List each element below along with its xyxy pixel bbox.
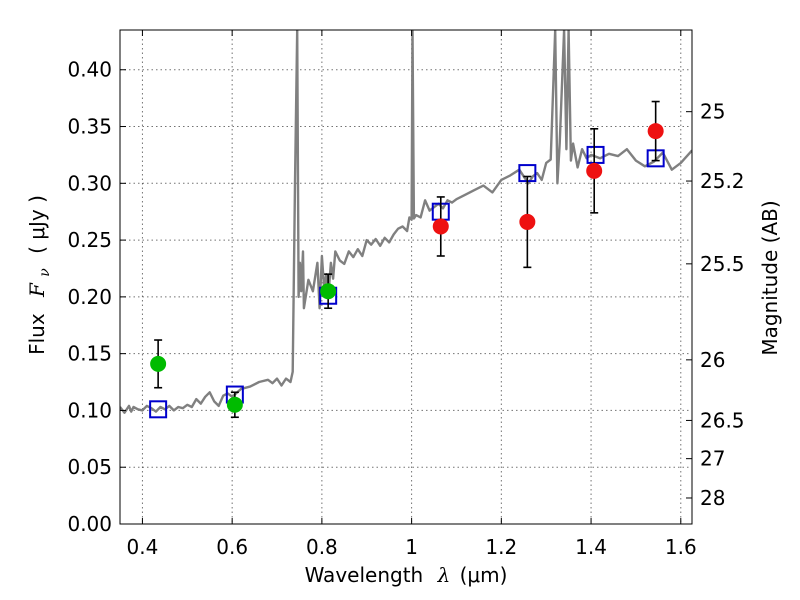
mag-tick-label: 26	[700, 348, 725, 372]
x-tick-label: 1.2	[485, 535, 517, 559]
red-data-point	[647, 123, 664, 140]
mag-tick-label: 25.2	[700, 169, 745, 193]
red-data-point	[432, 218, 449, 235]
mag-tick-label: 25	[700, 100, 725, 124]
y-axis-title: Flux F ν ( μJy )	[25, 195, 54, 355]
x-tick-label: 0.4	[127, 535, 159, 559]
y-tick-label: 0.10	[67, 398, 112, 422]
model-square-marker	[586, 145, 605, 164]
x-axis-title: Wavelength λ (μm)	[305, 563, 508, 587]
y-tick-label: 0.05	[67, 455, 112, 479]
x-tick-label: 1.4	[575, 535, 607, 559]
y-tick-label: 0.25	[67, 228, 112, 252]
y-tick-label: 0.40	[67, 58, 112, 82]
green-data-point	[226, 396, 243, 413]
plot-frame	[119, 29, 693, 525]
y-tick-label: 0.00	[67, 512, 112, 536]
model-spectrum	[120, 30, 692, 414]
red-data-point	[519, 213, 536, 230]
y-tick-label: 0.30	[67, 171, 112, 195]
mag-tick-label: 26.5	[700, 408, 745, 432]
red-data-point	[586, 162, 603, 179]
x-tick-label: 1	[405, 535, 418, 559]
y-tick-label: 0.35	[67, 115, 112, 139]
mag-tick-label: 27	[700, 447, 725, 471]
spectrum-line	[120, 30, 692, 414]
y-tick-label: 0.15	[67, 342, 112, 366]
y-tick-label: 0.20	[67, 285, 112, 309]
grid	[120, 30, 692, 525]
model-square-marker	[149, 400, 168, 419]
x-tick-label: 0.6	[216, 535, 248, 559]
data-markers	[149, 100, 665, 419]
green-data-point	[150, 355, 167, 372]
y2-axis-title: Magnitude (AB)	[758, 200, 782, 355]
mag-tick-label: 28	[700, 486, 725, 510]
x-tick-label: 0.8	[306, 535, 338, 559]
axis-ticks: 0.4 0.6 0.8 1 1.2 1.4 1.6 0.00 0.05 0.10 0.15 0.20 0…	[67, 30, 745, 559]
x-tick-label: 1.6	[665, 535, 697, 559]
green-data-point	[320, 283, 337, 300]
mag-tick-label: 25.5	[700, 252, 745, 276]
